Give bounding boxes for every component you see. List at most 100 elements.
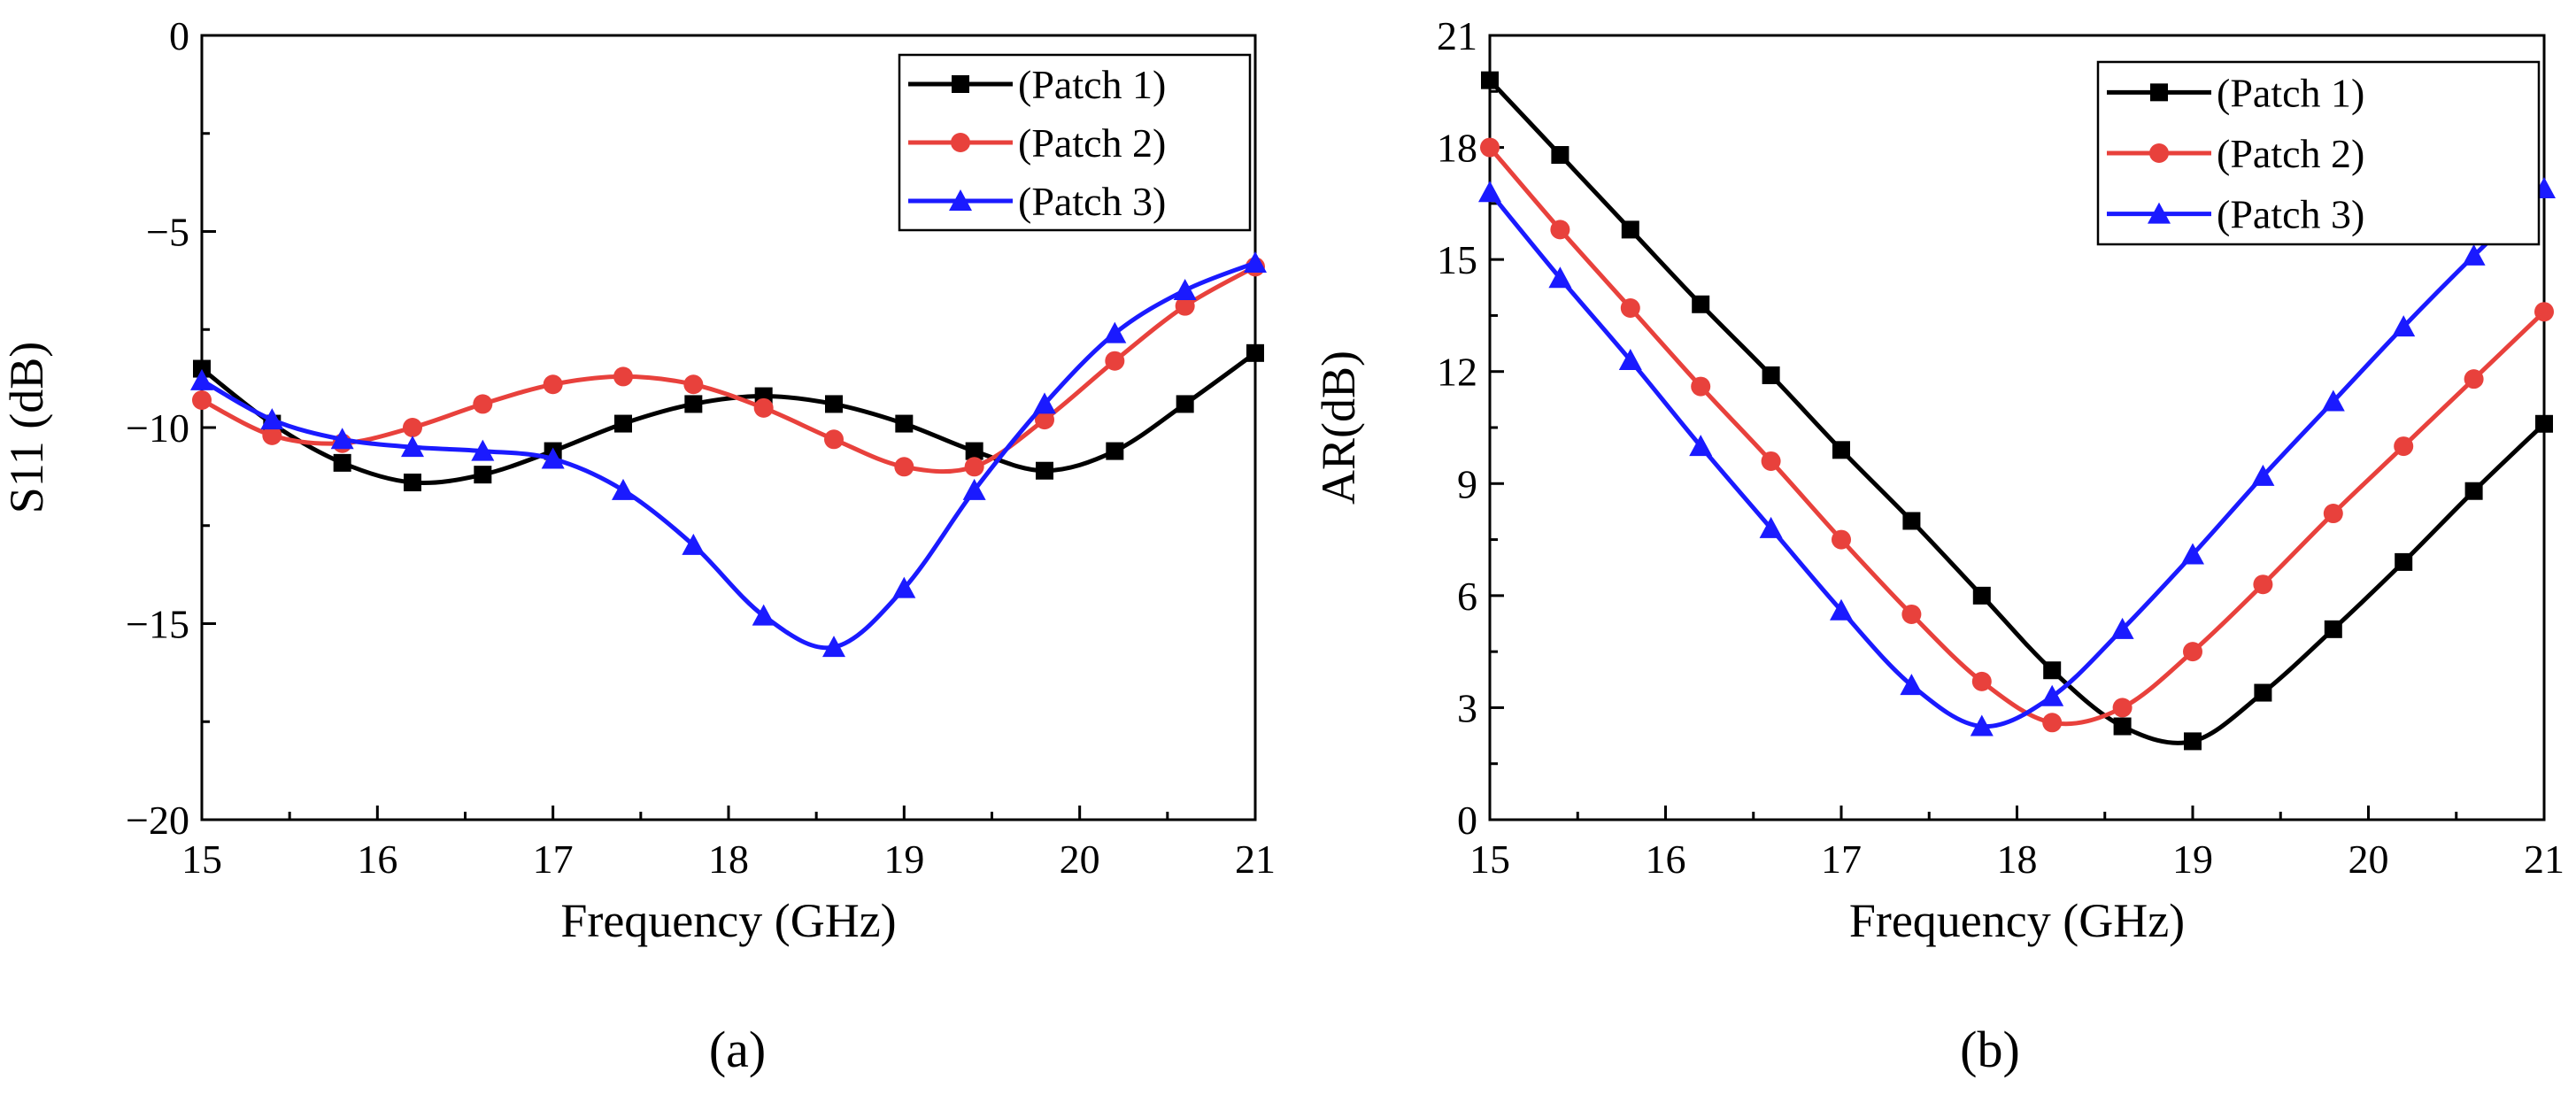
data-point — [1176, 395, 1194, 413]
data-point — [962, 478, 986, 500]
series-line — [1488, 78, 2546, 745]
data-point — [404, 474, 421, 492]
data-point — [613, 366, 633, 387]
data-point — [2042, 713, 2063, 733]
data-point — [1830, 598, 1853, 621]
data-point — [262, 425, 282, 445]
data-point — [1689, 435, 1713, 457]
data-point — [2112, 698, 2133, 718]
y-tick-label: 3 — [1457, 685, 1477, 730]
data-point — [822, 636, 845, 658]
y-tick-label: −5 — [146, 210, 189, 255]
x-tick-label: 21 — [1235, 837, 1276, 882]
data-point — [330, 428, 354, 450]
y-tick-label: 12 — [1437, 350, 1477, 395]
data-point — [684, 395, 703, 413]
series-2 — [1480, 137, 2554, 733]
data-point — [2251, 464, 2275, 486]
series-3 — [1478, 176, 2556, 736]
data-point — [964, 457, 984, 477]
legend-label: (Patch 3) — [2217, 192, 2364, 237]
data-point — [2040, 684, 2064, 706]
data-point — [403, 418, 422, 437]
data-point — [612, 478, 635, 500]
data-point — [752, 604, 775, 626]
data-point — [2394, 436, 2414, 457]
data-point — [260, 408, 284, 430]
data-point — [614, 414, 632, 433]
data-point — [1761, 451, 1781, 471]
data-point — [2184, 732, 2202, 751]
y-tick-label: 21 — [1437, 13, 1477, 58]
data-point — [2254, 683, 2272, 702]
legend-label: (Patch 2) — [2217, 131, 2364, 176]
data-point — [1246, 343, 1264, 362]
x-tick-label: 17 — [1821, 837, 1862, 882]
data-point — [892, 576, 916, 598]
data-point — [1551, 146, 1570, 165]
data-point — [2462, 243, 2486, 266]
x-axis-title: Frequency (GHz) — [1849, 894, 2185, 947]
data-point — [1036, 461, 1053, 480]
data-point — [894, 457, 914, 477]
data-point — [1480, 137, 1500, 158]
data-point — [1901, 604, 1922, 624]
y-tick-label: −10 — [126, 405, 189, 451]
data-point — [1033, 392, 1056, 414]
data-point — [541, 447, 565, 469]
y-tick-label: 0 — [169, 13, 189, 58]
data-point — [2534, 302, 2554, 322]
data-point — [1478, 181, 1501, 203]
data-point — [2464, 482, 2483, 500]
data-point — [1762, 366, 1780, 384]
legend-label: (Patch 3) — [1018, 179, 1166, 224]
data-point — [1481, 71, 1499, 89]
x-tick-label: 18 — [1997, 837, 2038, 882]
series-line — [200, 265, 1257, 474]
data-point — [965, 442, 983, 460]
legend-marker — [951, 133, 970, 152]
data-point — [2395, 552, 2413, 571]
data-point — [471, 439, 495, 461]
data-point — [2110, 617, 2134, 639]
data-point — [1175, 296, 1195, 316]
x-tick-label: 15 — [1469, 837, 1510, 882]
y-tick-label: 9 — [1457, 461, 1477, 506]
data-point — [2392, 315, 2416, 337]
y-tick-label: 15 — [1437, 237, 1477, 282]
data-point — [1759, 516, 1783, 538]
y-axis-title: S11 (dB) — [0, 342, 53, 514]
series-2 — [192, 257, 1265, 477]
data-point — [1105, 351, 1125, 371]
data-point — [1972, 586, 1991, 605]
data-point — [895, 414, 914, 433]
y-tick-label: −20 — [126, 798, 189, 843]
data-point — [1692, 295, 1710, 313]
data-point — [474, 466, 492, 484]
data-point — [824, 429, 844, 450]
y-tick-label: 6 — [1457, 574, 1477, 619]
panel-b-ar-chart: 15 16 17 18 19 20 21 0 3 6 9 12 15 18 21 Frequency (GHz… — [1312, 13, 2564, 1078]
data-point — [683, 374, 704, 395]
data-point — [1832, 441, 1850, 459]
data-point — [2323, 504, 2343, 524]
y-tick-label: 18 — [1437, 126, 1477, 171]
x-tick-label: 16 — [1646, 837, 1686, 882]
data-point — [1691, 376, 1711, 397]
data-point — [1970, 714, 1994, 736]
series-1 — [193, 343, 1264, 492]
data-point — [2043, 661, 2062, 680]
data-point — [1902, 512, 1921, 530]
series-3 — [190, 251, 1267, 658]
data-point — [2321, 389, 2345, 412]
data-point — [825, 395, 843, 413]
legend-label: (Patch 1) — [1018, 62, 1166, 107]
legend-marker — [2148, 202, 2171, 224]
data-point — [2535, 414, 2553, 433]
data-point — [2253, 574, 2273, 595]
legend-marker — [2149, 143, 2169, 163]
x-tick-label: 20 — [2348, 837, 2389, 882]
series-line — [200, 351, 1257, 485]
data-point — [543, 374, 563, 395]
panel-caption: (a) — [709, 1021, 766, 1078]
